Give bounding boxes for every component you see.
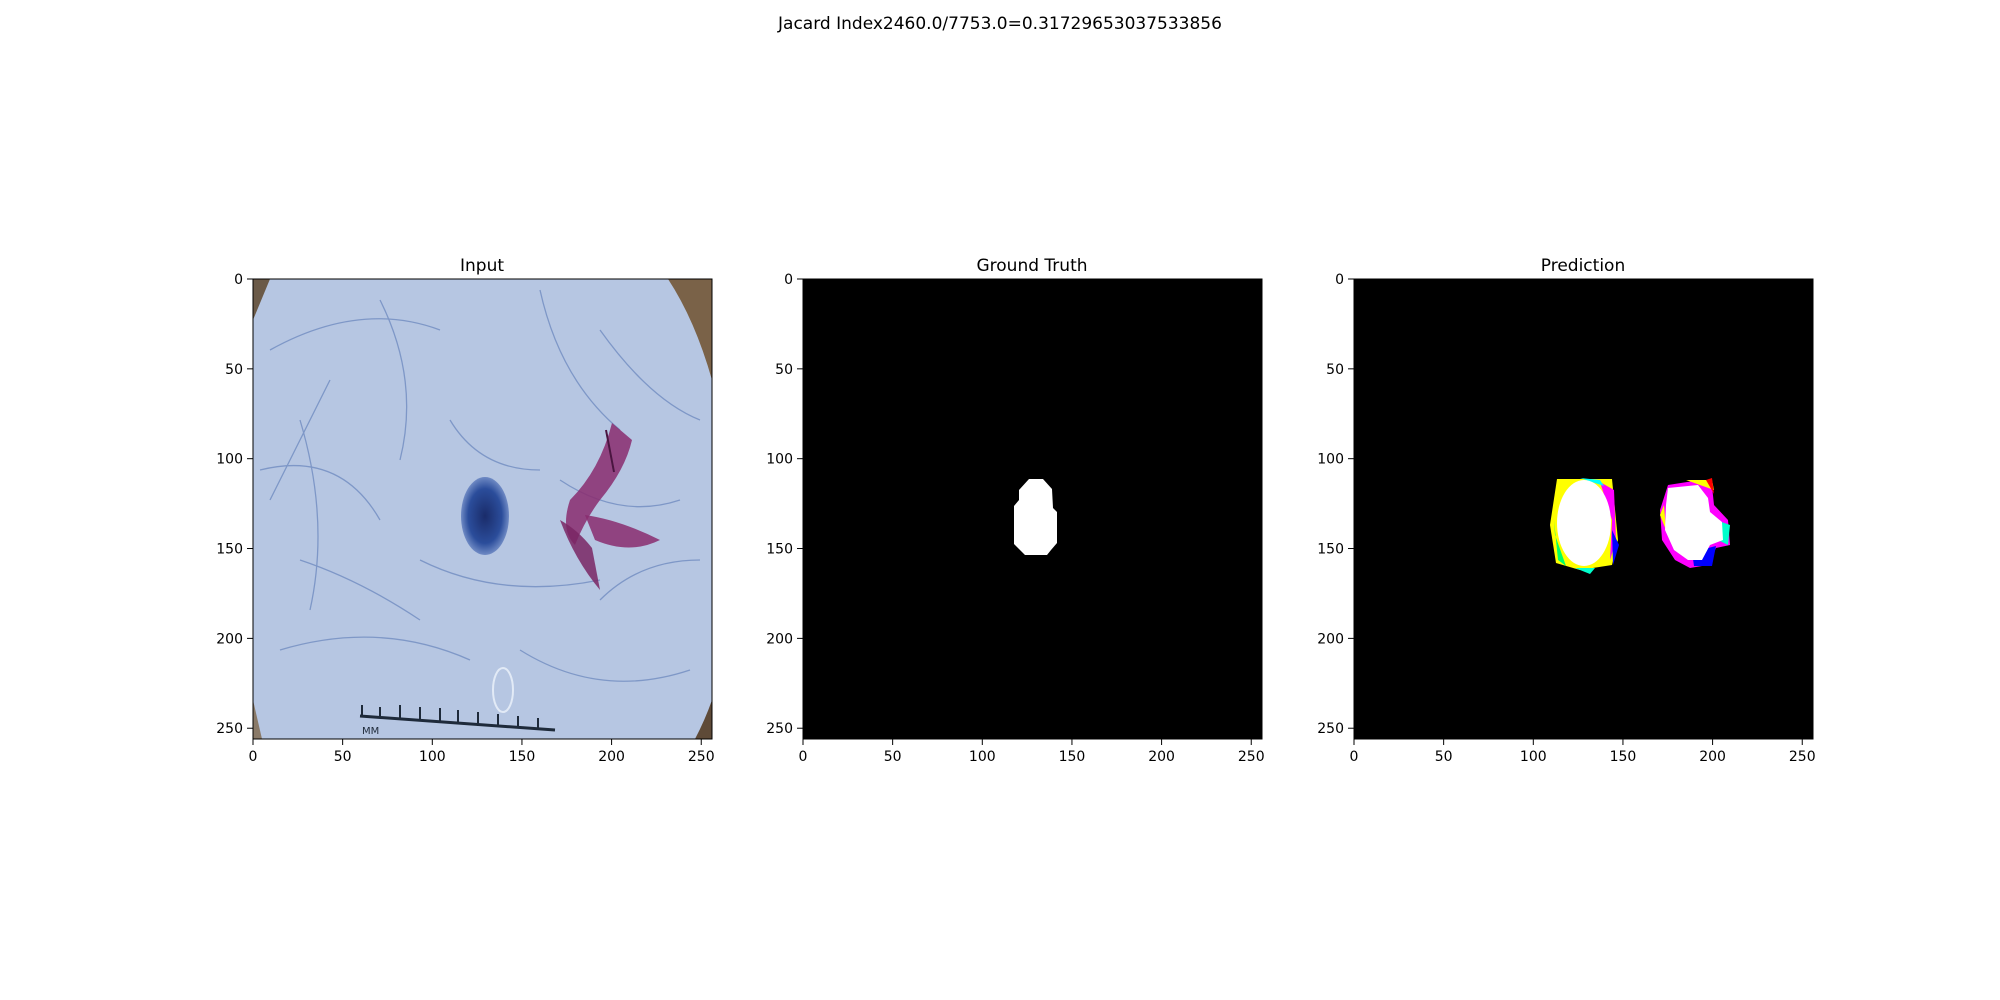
input-corner-top-left — [253, 279, 270, 320]
panel-title-ground-truth: Ground Truth — [976, 256, 1087, 276]
prediction-x-ticks: 0 50 100 150 200 250 — [1350, 749, 1816, 765]
prediction-axis-ticks: 0 50 100 150 200 250 0 50 100 150 200 25… — [1317, 272, 1815, 765]
y-tick-label: 200 — [216, 631, 243, 647]
x-tick-label: 250 — [688, 749, 715, 765]
panel-title-input: Input — [460, 256, 504, 276]
input-x-ticks: 0 50 100 150 200 250 — [249, 749, 715, 765]
y-tick-label: 150 — [1317, 542, 1344, 558]
y-tick-label: 100 — [216, 452, 243, 468]
panel-input: Input — [216, 256, 714, 765]
ground-truth-axis-ticks: 0 50 100 150 200 250 0 50 100 150 200 25… — [766, 272, 1264, 765]
x-tick-label: 0 — [1350, 749, 1359, 765]
input-image: MM — [253, 279, 712, 739]
x-tick-label: 50 — [334, 749, 352, 765]
x-tick-label: 100 — [1520, 749, 1547, 765]
x-tick-label: 250 — [1238, 749, 1265, 765]
x-tick-label: 100 — [419, 749, 446, 765]
y-tick-label: 0 — [234, 272, 243, 288]
x-tick-label: 50 — [884, 749, 902, 765]
x-tick-label: 0 — [799, 749, 808, 765]
input-corner-top-right — [668, 279, 712, 380]
input-corner-bottom-left — [253, 700, 262, 739]
ground-truth-y-ticks: 0 50 100 150 200 250 — [766, 272, 793, 737]
ground-truth-image — [803, 279, 1262, 739]
input-hairs — [259, 289, 701, 682]
prediction-axes-frame — [1353, 278, 1814, 740]
x-tick-label: 150 — [509, 749, 536, 765]
x-tick-label: 150 — [1059, 749, 1086, 765]
y-tick-label: 0 — [1335, 272, 1344, 288]
y-tick-label: 50 — [775, 362, 793, 378]
prediction-image — [1354, 279, 1813, 739]
y-tick-label: 250 — [766, 721, 793, 737]
y-tick-label: 50 — [225, 362, 243, 378]
y-tick-label: 250 — [1317, 721, 1344, 737]
prediction-y-ticks: 0 50 100 150 200 250 — [1317, 272, 1344, 737]
ground-truth-x-ticks: 0 50 100 150 200 250 — [799, 749, 1265, 765]
input-ruler — [359, 705, 556, 732]
x-tick-label: 250 — [1789, 749, 1816, 765]
y-tick-label: 50 — [1326, 362, 1344, 378]
x-tick-label: 200 — [598, 749, 625, 765]
y-tick-label: 250 — [216, 721, 243, 737]
x-tick-label: 150 — [1610, 749, 1637, 765]
input-lesion — [461, 477, 509, 555]
panel-prediction: Prediction — [1317, 256, 1815, 765]
x-tick-label: 0 — [249, 749, 258, 765]
ground-truth-axes-frame — [802, 278, 1263, 740]
panel-title-prediction: Prediction — [1541, 256, 1625, 276]
x-tick-label: 200 — [1699, 749, 1726, 765]
input-ruler-label: MM — [362, 726, 379, 737]
x-tick-label: 200 — [1148, 749, 1175, 765]
y-tick-label: 100 — [1317, 452, 1344, 468]
input-corner-bottom-right — [695, 700, 712, 739]
y-tick-label: 0 — [784, 272, 793, 288]
input-y-ticks: 0 50 100 150 200 250 — [216, 272, 243, 737]
ground-truth-mask-region — [1014, 479, 1057, 555]
prediction-region-right — [1660, 478, 1730, 568]
panel-ground-truth: Ground Truth 0 50 100 150 200 250 0 50 — [766, 256, 1264, 765]
y-tick-label: 150 — [766, 542, 793, 558]
figure-suptitle: Jacard Index2460.0/7753.0=0.317296530375… — [778, 14, 1222, 34]
x-tick-label: 50 — [1435, 749, 1453, 765]
input-marker — [560, 423, 660, 590]
y-tick-label: 200 — [766, 631, 793, 647]
y-tick-label: 200 — [1317, 631, 1344, 647]
input-reflection — [492, 667, 514, 713]
y-tick-label: 150 — [216, 542, 243, 558]
prediction-region-left — [1550, 478, 1619, 574]
y-tick-label: 100 — [766, 452, 793, 468]
input-axis-ticks: 0 50 100 150 200 250 0 50 100 150 200 25… — [216, 272, 714, 765]
input-axes-frame — [252, 278, 713, 740]
x-tick-label: 100 — [969, 749, 996, 765]
